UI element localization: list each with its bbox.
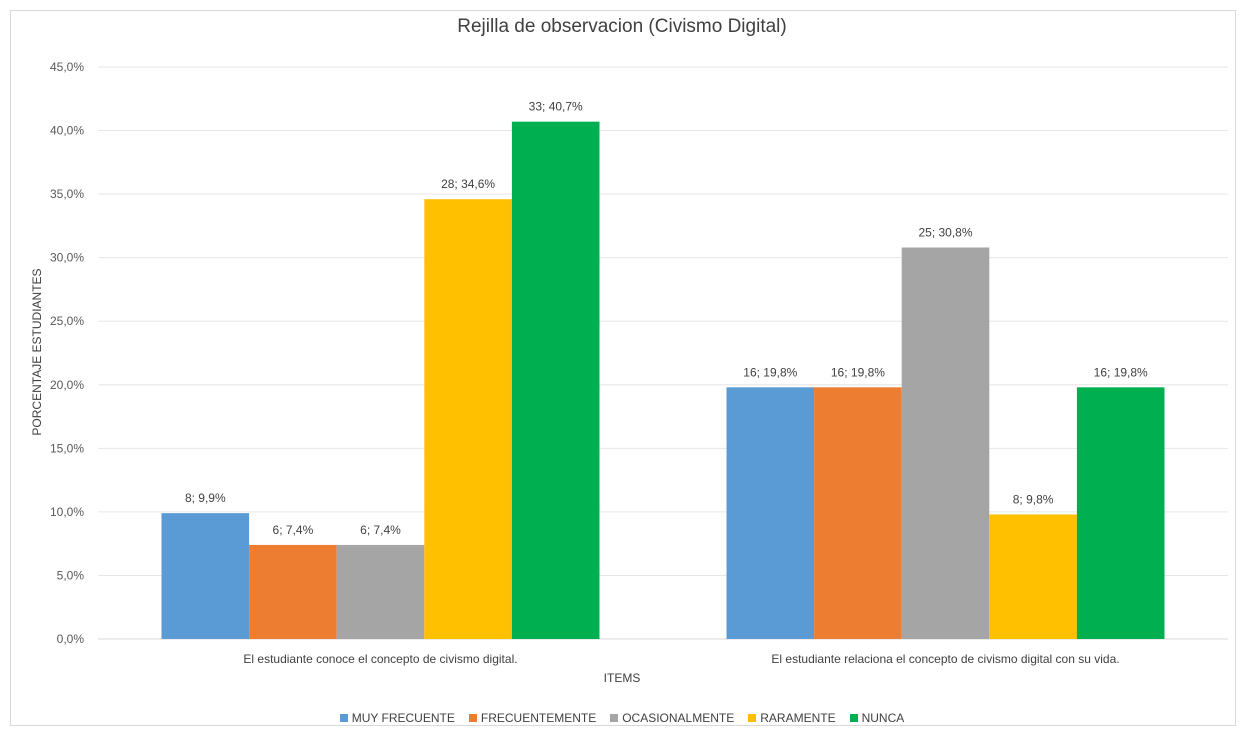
y-tick-label: 45,0% [50, 60, 84, 74]
legend-label: OCASIONALMENTE [622, 711, 735, 725]
y-tick-label: 25,0% [50, 314, 84, 328]
legend-swatch [849, 714, 858, 722]
legend-swatch [610, 714, 619, 722]
legend-label: FRECUENTEMENTE [480, 711, 597, 725]
bar [814, 387, 902, 639]
data-label: 6; 7,4% [273, 523, 314, 537]
bar [901, 247, 990, 639]
legend-swatch [468, 714, 477, 722]
bar [161, 513, 250, 639]
chart-title: Rejilla de observacion (Civismo Digital) [457, 16, 787, 37]
y-tick-label: 5,0% [57, 568, 85, 582]
legend-label: NUNCA [861, 711, 905, 725]
data-label: 8; 9,8% [1013, 492, 1054, 506]
data-label: 28; 34,6% [441, 177, 495, 191]
legend-item: NUNCA [849, 711, 905, 725]
bar [511, 121, 600, 639]
legend-item: FRECUENTEMENTE [468, 711, 597, 725]
data-label: 25; 30,8% [918, 225, 972, 239]
bar [249, 544, 337, 639]
data-label: 16; 19,8% [743, 365, 797, 379]
bar [1076, 387, 1165, 639]
legend-label: MUY FRECUENTE [351, 711, 455, 725]
y-tick-label: 30,0% [50, 251, 84, 265]
data-label: 33; 40,7% [529, 100, 583, 114]
x-axis-label: ITEMS [603, 671, 641, 685]
legend-item: MUY FRECUENTE [339, 711, 455, 725]
data-label: 6; 7,4% [360, 523, 401, 537]
bar [989, 514, 1077, 639]
data-label: 16; 19,8% [831, 365, 885, 379]
bar [424, 199, 512, 639]
y-tick-label: 40,0% [50, 124, 84, 138]
data-label: 16; 19,8% [1094, 365, 1148, 379]
y-tick-label: 10,0% [50, 505, 84, 519]
bar [726, 387, 815, 639]
legend-item: OCASIONALMENTE [610, 711, 734, 725]
chart-legend: MUY FRECUENTE FRECUENTEMENTE OCASIONALMENT… [0, 711, 1244, 725]
bar [336, 544, 425, 639]
y-tick-label: 20,0% [50, 378, 84, 392]
legend-swatch [339, 714, 348, 722]
y-tick-label: 35,0% [50, 187, 84, 201]
legend-swatch [748, 714, 757, 722]
x-tick-label: El estudiante conoce el concepto de civi… [243, 652, 517, 666]
y-tick-label: 0,0% [57, 632, 85, 646]
x-tick-label: El estudiante relaciona el concepto de c… [771, 652, 1119, 666]
legend-label: RARAMENTE [760, 711, 836, 725]
legend-item: RARAMENTE [748, 711, 836, 725]
y-tick-label: 15,0% [50, 441, 84, 455]
data-label: 8; 9,9% [185, 491, 226, 505]
